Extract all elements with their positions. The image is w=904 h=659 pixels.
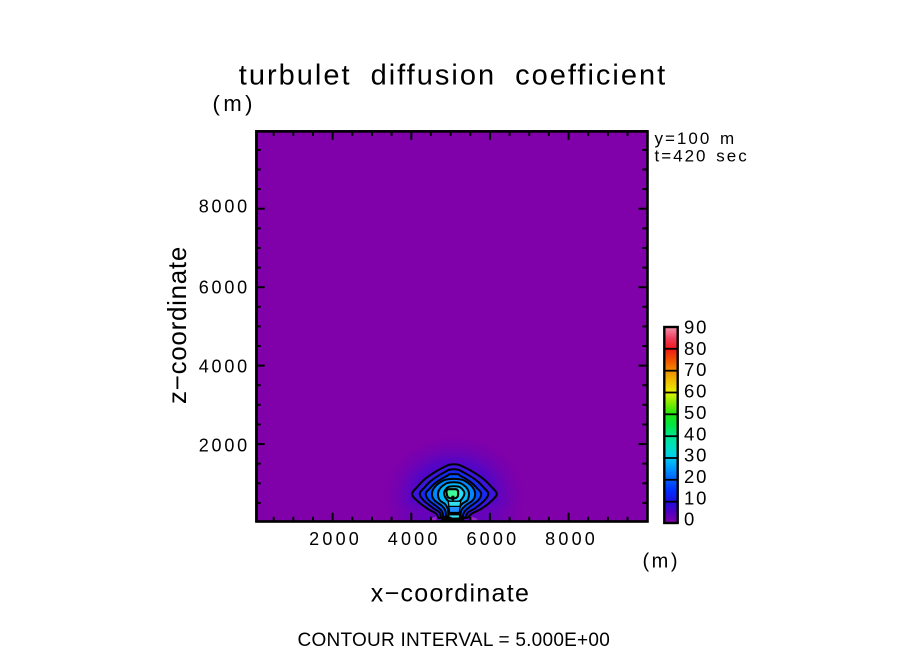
- svg-text:y=100 m: y=100 m: [655, 129, 737, 148]
- svg-text:t=420 sec: t=420 sec: [655, 147, 749, 166]
- svg-text:4000: 4000: [199, 356, 250, 376]
- svg-text:40: 40: [684, 423, 708, 444]
- svg-text:x−coordinate: x−coordinate: [371, 580, 530, 608]
- svg-text:80: 80: [684, 338, 708, 359]
- svg-text:2000: 2000: [199, 436, 250, 456]
- svg-text:70: 70: [684, 359, 708, 380]
- svg-text:0: 0: [684, 509, 696, 530]
- svg-text:8000: 8000: [545, 529, 598, 549]
- svg-text:60: 60: [684, 381, 708, 402]
- svg-text:turbulet diffusion coefficient: turbulet diffusion coefficient: [239, 60, 667, 92]
- svg-text:50: 50: [684, 402, 708, 423]
- svg-text:(m): (m): [643, 551, 680, 573]
- svg-text:6000: 6000: [199, 278, 250, 298]
- svg-text:(m): (m): [213, 91, 256, 116]
- svg-text:30: 30: [684, 445, 708, 466]
- svg-text:z−coordinate: z−coordinate: [162, 246, 192, 404]
- svg-text:10: 10: [684, 487, 708, 508]
- svg-text:2000: 2000: [309, 529, 362, 549]
- svg-text:6000: 6000: [466, 529, 519, 549]
- svg-text:CONTOUR INTERVAL = 5.000E+00: CONTOUR INTERVAL = 5.000E+00: [298, 630, 611, 651]
- svg-text:20: 20: [684, 466, 708, 487]
- svg-text:90: 90: [684, 317, 708, 338]
- svg-text:4000: 4000: [388, 529, 441, 549]
- svg-text:8000: 8000: [199, 197, 250, 217]
